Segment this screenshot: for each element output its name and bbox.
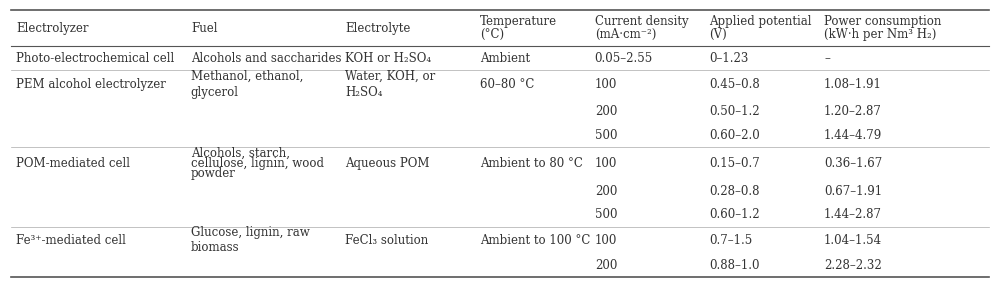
Text: Electrolyzer: Electrolyzer xyxy=(16,22,89,35)
Text: Power consumption: Power consumption xyxy=(824,15,941,28)
Text: 1.08–1.91: 1.08–1.91 xyxy=(824,78,882,91)
Text: 2.28–2.32: 2.28–2.32 xyxy=(824,259,882,272)
Text: (°C): (°C) xyxy=(480,28,504,41)
Text: KOH or H₂SO₄: KOH or H₂SO₄ xyxy=(345,52,432,65)
Text: 0.28–0.8: 0.28–0.8 xyxy=(709,185,760,197)
Text: Photo-electrochemical cell: Photo-electrochemical cell xyxy=(16,52,175,65)
Text: Temperature: Temperature xyxy=(480,15,557,28)
Text: 1.04–1.54: 1.04–1.54 xyxy=(824,234,882,247)
Text: Ambient: Ambient xyxy=(480,52,530,65)
Text: Fe³⁺-mediated cell: Fe³⁺-mediated cell xyxy=(16,234,126,247)
Text: 0.05–2.55: 0.05–2.55 xyxy=(595,52,653,65)
Text: 0.67–1.91: 0.67–1.91 xyxy=(824,185,882,197)
Text: 200: 200 xyxy=(595,185,617,197)
Text: (mA·cm⁻²): (mA·cm⁻²) xyxy=(595,28,656,41)
Text: 0.50–1.2: 0.50–1.2 xyxy=(709,105,760,118)
Text: Ambient to 80 °C: Ambient to 80 °C xyxy=(480,157,583,170)
Text: powder: powder xyxy=(191,167,236,180)
Text: 0–1.23: 0–1.23 xyxy=(709,52,749,65)
Text: 0.7–1.5: 0.7–1.5 xyxy=(709,234,753,247)
Text: 500: 500 xyxy=(595,129,617,141)
Text: Glucose, lignin, raw: Glucose, lignin, raw xyxy=(191,226,310,239)
Text: Aqueous POM: Aqueous POM xyxy=(345,157,430,170)
Text: PEM alcohol electrolyzer: PEM alcohol electrolyzer xyxy=(16,78,166,91)
Text: 100: 100 xyxy=(595,78,617,91)
Text: 200: 200 xyxy=(595,259,617,272)
Text: Water, KOH, or: Water, KOH, or xyxy=(345,70,436,83)
Text: FeCl₃ solution: FeCl₃ solution xyxy=(345,234,429,247)
Text: 200: 200 xyxy=(595,105,617,118)
Text: –: – xyxy=(824,52,830,65)
Text: POM-mediated cell: POM-mediated cell xyxy=(16,157,130,170)
Text: H₂SO₄: H₂SO₄ xyxy=(345,86,383,100)
Text: 0.36–1.67: 0.36–1.67 xyxy=(824,157,882,170)
Text: Current density: Current density xyxy=(595,15,688,28)
Text: 0.45–0.8: 0.45–0.8 xyxy=(709,78,760,91)
Text: biomass: biomass xyxy=(191,241,239,254)
Text: Alcohols and saccharides: Alcohols and saccharides xyxy=(191,52,341,65)
Text: 0.60–2.0: 0.60–2.0 xyxy=(709,129,760,141)
Text: Alcohols, starch,: Alcohols, starch, xyxy=(191,146,290,159)
Text: Methanol, ethanol,: Methanol, ethanol, xyxy=(191,70,303,83)
Text: 0.15–0.7: 0.15–0.7 xyxy=(709,157,760,170)
Text: Electrolyte: Electrolyte xyxy=(345,22,411,35)
Text: glycerol: glycerol xyxy=(191,86,239,100)
Text: 60–80 °C: 60–80 °C xyxy=(480,78,534,91)
Text: cellulose, lignin, wood: cellulose, lignin, wood xyxy=(191,157,324,170)
Text: Fuel: Fuel xyxy=(191,22,217,35)
Text: (kW·h per Nm³ H₂): (kW·h per Nm³ H₂) xyxy=(824,28,936,41)
Text: 100: 100 xyxy=(595,234,617,247)
Text: 500: 500 xyxy=(595,208,617,221)
Text: 1.44–4.79: 1.44–4.79 xyxy=(824,129,882,141)
Text: 0.88–1.0: 0.88–1.0 xyxy=(709,259,760,272)
Text: 100: 100 xyxy=(595,157,617,170)
Text: Ambient to 100 °C: Ambient to 100 °C xyxy=(480,234,590,247)
Text: 1.20–2.87: 1.20–2.87 xyxy=(824,105,882,118)
Text: 1.44–2.87: 1.44–2.87 xyxy=(824,208,882,221)
Text: 0.60–1.2: 0.60–1.2 xyxy=(709,208,760,221)
Text: Applied potential: Applied potential xyxy=(709,15,812,28)
Text: (V): (V) xyxy=(709,28,727,41)
